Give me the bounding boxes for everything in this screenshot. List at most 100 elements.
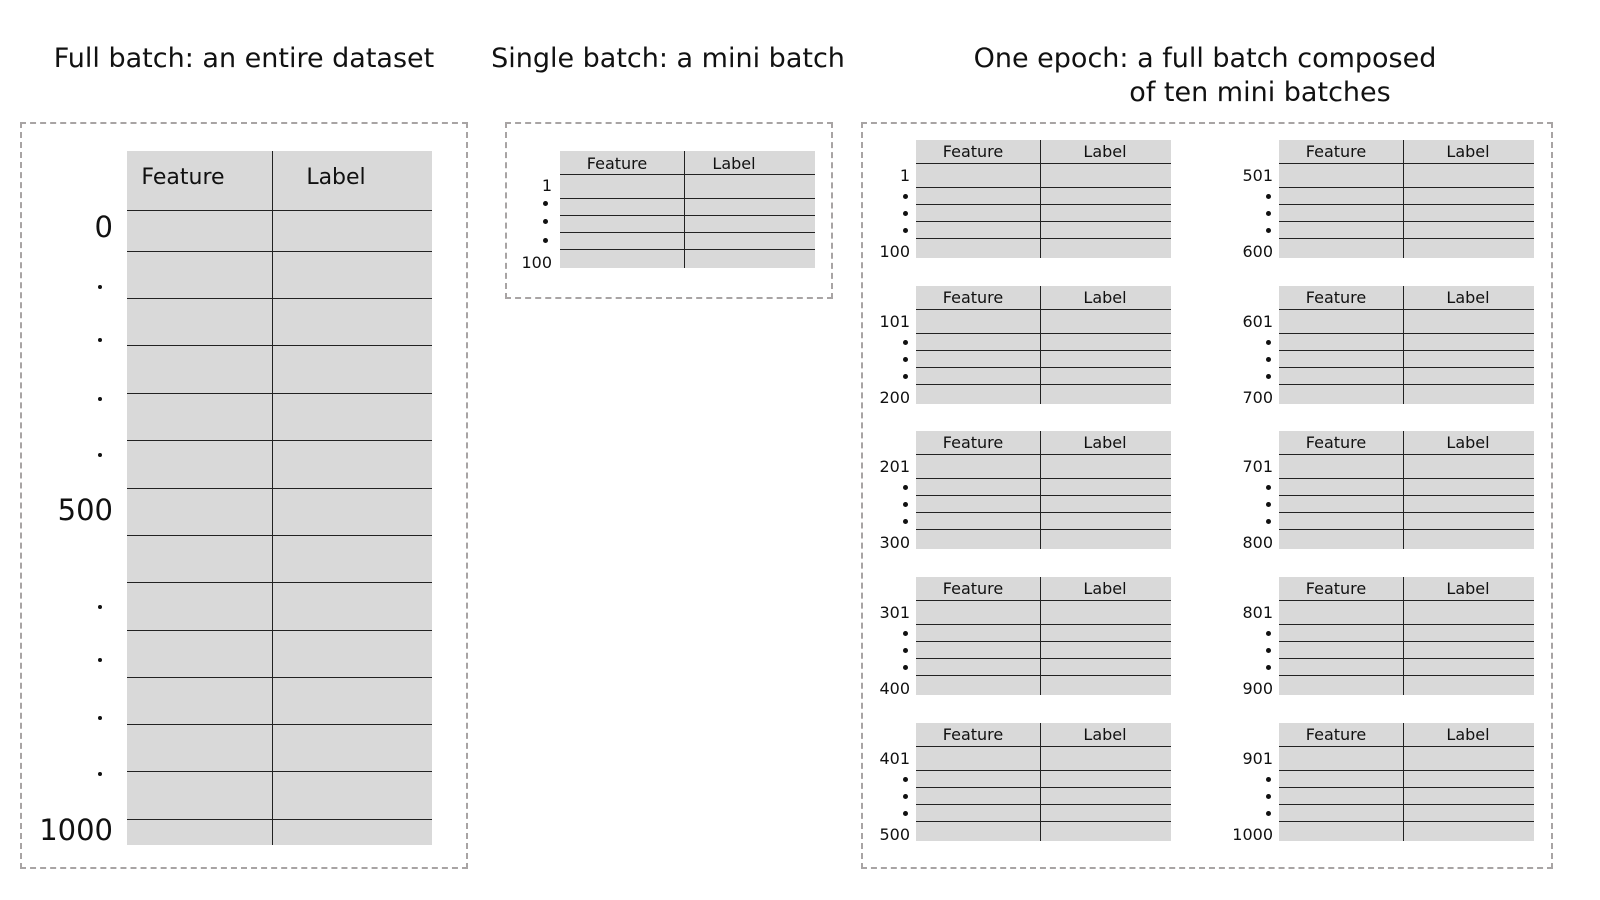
- row-index-start: 1: [541, 176, 552, 195]
- ellipsis-dot: [98, 605, 102, 609]
- row-index-start: 801: [1242, 603, 1273, 622]
- feature-header: Feature: [1305, 433, 1367, 452]
- row-divider: [127, 582, 432, 583]
- ellipsis-dot: [1266, 648, 1271, 653]
- row-divider: [560, 232, 815, 233]
- mini-batch-table: Feature Label: [916, 723, 1171, 841]
- row-index-start: 1: [899, 166, 910, 185]
- ellipsis-dot: [1266, 811, 1271, 816]
- feature-header: Feature: [942, 725, 1004, 744]
- ellipsis-dot: [1266, 502, 1271, 507]
- feature-header: Feature: [1305, 288, 1367, 307]
- ellipsis-dot: [98, 772, 102, 776]
- row-index-start: 201: [879, 457, 910, 476]
- row-index-start: 901: [1242, 749, 1273, 768]
- ellipsis-dot: [1266, 340, 1271, 345]
- full-batch-table: Feature Label: [127, 151, 432, 845]
- label-header: Label: [306, 165, 366, 190]
- ellipsis-dot: [98, 716, 102, 720]
- ellipsis-dot: [903, 485, 908, 490]
- feature-header: Feature: [1305, 142, 1367, 161]
- row-divider: [1279, 658, 1534, 659]
- label-header: Label: [1446, 725, 1490, 744]
- row-index-end: 800: [1242, 533, 1273, 552]
- row-divider: [127, 440, 432, 441]
- label-header: Label: [1083, 725, 1127, 744]
- row-divider: [1279, 675, 1534, 676]
- row-divider: [1279, 787, 1534, 788]
- feature-header: Feature: [942, 433, 1004, 452]
- ellipsis-dot: [1266, 374, 1271, 379]
- mini-batch-table: Feature Label: [916, 140, 1171, 258]
- row-divider: [916, 529, 1171, 530]
- ellipsis-dot: [98, 338, 102, 342]
- label-header: Label: [1446, 433, 1490, 452]
- row-divider: [916, 804, 1171, 805]
- row-divider: [127, 819, 432, 820]
- row-index-start: 301: [879, 603, 910, 622]
- feature-header: Feature: [1305, 725, 1367, 744]
- row-divider: [127, 771, 432, 772]
- row-divider: [560, 174, 815, 175]
- row-index-end: 400: [879, 679, 910, 698]
- row-divider: [916, 746, 1171, 747]
- row-divider: [1279, 495, 1534, 496]
- row-divider: [916, 624, 1171, 625]
- ellipsis-dot: [543, 238, 548, 243]
- mini-batch-table: Feature Label: [1279, 431, 1534, 549]
- row-index-end: 100: [521, 253, 552, 272]
- label-header: Label: [1083, 579, 1127, 598]
- row-divider: [1279, 624, 1534, 625]
- mini-batch-table: Feature Label: [916, 431, 1171, 549]
- ellipsis-dot: [98, 658, 102, 662]
- feature-header: Feature: [942, 579, 1004, 598]
- mini-batch-table: Feature Label: [916, 286, 1171, 404]
- ellipsis-dot: [903, 211, 908, 216]
- row-divider: [560, 198, 815, 199]
- single-batch-table: Feature Label: [560, 151, 815, 268]
- row-divider: [916, 495, 1171, 496]
- row-divider: [916, 187, 1171, 188]
- row-divider: [1279, 478, 1534, 479]
- row-divider: [127, 630, 432, 631]
- row-divider: [916, 658, 1171, 659]
- row-index-end: 1000: [39, 813, 113, 847]
- row-divider: [127, 488, 432, 489]
- row-index-end: 1000: [1232, 825, 1273, 844]
- mini-batch-table: Feature Label: [1279, 577, 1534, 695]
- ellipsis-dot: [1266, 485, 1271, 490]
- ellipsis-dot: [1266, 519, 1271, 524]
- row-divider: [127, 345, 432, 346]
- row-divider: [916, 478, 1171, 479]
- row-divider: [916, 204, 1171, 205]
- ellipsis-dot: [1266, 211, 1271, 216]
- ellipsis-dot: [1266, 194, 1271, 199]
- ellipsis-dot: [543, 219, 548, 224]
- row-divider: [1279, 221, 1534, 222]
- row-divider: [916, 454, 1171, 455]
- row-divider: [916, 821, 1171, 822]
- row-divider: [916, 641, 1171, 642]
- row-divider: [916, 770, 1171, 771]
- row-index-middle: 500: [57, 493, 113, 527]
- row-divider: [916, 350, 1171, 351]
- row-index-end: 600: [1242, 242, 1273, 261]
- row-divider: [916, 384, 1171, 385]
- row-divider: [127, 535, 432, 536]
- row-divider: [916, 367, 1171, 368]
- row-divider: [1279, 187, 1534, 188]
- row-divider: [1279, 350, 1534, 351]
- ellipsis-dot: [98, 285, 102, 289]
- row-index-end: 900: [1242, 679, 1273, 698]
- feature-header: Feature: [942, 288, 1004, 307]
- row-divider: [916, 163, 1171, 164]
- ellipsis-dot: [903, 374, 908, 379]
- row-divider: [1279, 384, 1534, 385]
- row-index-end: 100: [879, 242, 910, 261]
- row-divider: [127, 298, 432, 299]
- ellipsis-dot: [903, 648, 908, 653]
- row-index-end: 300: [879, 533, 910, 552]
- row-divider: [916, 238, 1171, 239]
- ellipsis-dot: [903, 519, 908, 524]
- row-index-start: 0: [94, 210, 113, 244]
